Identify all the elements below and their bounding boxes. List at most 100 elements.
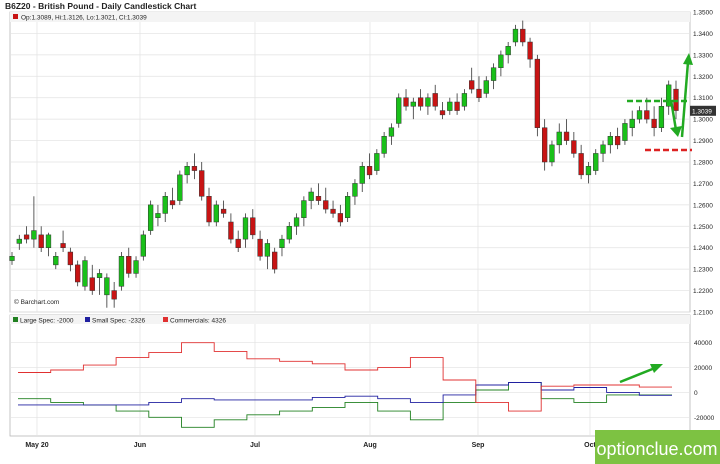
candle-body (337, 213, 344, 223)
candle (607, 132, 613, 154)
candle-body (286, 226, 292, 240)
cot-axis-labels: 40000 20000 0 -20000 (694, 340, 715, 422)
candle-body (38, 234, 44, 248)
candle (505, 42, 511, 64)
candle-body (622, 123, 628, 141)
price-tick-label: 1.3500 (693, 10, 713, 17)
candle-body (45, 234, 52, 248)
candle (228, 213, 234, 244)
candle (264, 239, 271, 270)
barchart-watermark: © Barchart.com (14, 298, 59, 306)
last-price-label: 1.3039 (692, 108, 712, 115)
candle (454, 93, 460, 115)
price-tick-label: 1.2200 (693, 288, 713, 295)
candle (16, 234, 22, 250)
candle-body (177, 174, 183, 201)
candle (337, 204, 344, 227)
candle-body (169, 200, 176, 206)
candle (622, 119, 628, 145)
price-vertical-grid (36, 12, 591, 312)
candle (301, 196, 307, 227)
candle-body (31, 230, 37, 240)
cot-legend-entry: Commercials: 4326 (170, 318, 226, 325)
candle (155, 204, 161, 227)
candle (359, 162, 365, 192)
candle (111, 282, 117, 308)
price-tick-label: 1.3400 (693, 31, 713, 38)
candle (199, 162, 205, 201)
candle (636, 106, 643, 124)
candle (352, 179, 358, 205)
candle-body (67, 251, 74, 266)
candle-body (16, 238, 22, 244)
ohlc-legend-strip (10, 12, 690, 22)
candle (571, 132, 577, 158)
candle-body (483, 80, 489, 94)
candle (600, 140, 606, 162)
brand-text: optionclue.com (596, 439, 717, 459)
candle-body (213, 204, 219, 223)
candle-body (250, 217, 256, 236)
candle-body (75, 264, 81, 283)
candle-body (593, 153, 599, 171)
candle (242, 213, 249, 248)
cot-tick-label: -20000 (694, 415, 715, 422)
candle-body (184, 166, 190, 176)
candle-body (96, 273, 103, 278)
title-bar (0, 0, 720, 12)
candle (542, 119, 548, 171)
candle-body (104, 277, 110, 296)
candle (585, 162, 592, 184)
cot-series-line (18, 382, 672, 406)
price-tick-label: 1.2800 (693, 160, 713, 167)
cot-arrow-line (619, 366, 656, 384)
candle-body (417, 97, 424, 107)
price-tick-label: 1.3000 (693, 117, 713, 124)
candle-body (199, 170, 205, 197)
price-tick-label: 1.2500 (693, 224, 713, 231)
candle (67, 247, 74, 272)
candle (191, 153, 198, 180)
price-axis-labels: 1.3500 1.3400 1.3300 1.3200 1.3100 1.3000 1.29… (693, 10, 713, 317)
candle (45, 232, 52, 257)
candle (133, 256, 139, 278)
candle (549, 140, 555, 167)
price-tick-label: 1.3300 (693, 52, 713, 59)
candle-body (9, 256, 15, 261)
candle-body (272, 251, 278, 270)
date-tick-label: Oct (584, 442, 596, 449)
candle (162, 192, 168, 222)
candle-body (476, 88, 482, 98)
candle-body (425, 97, 431, 107)
candle-body (257, 238, 263, 257)
candle-body (666, 84, 672, 107)
cot-tick-label: 40000 (694, 340, 712, 347)
candle-body (366, 166, 373, 176)
candle (308, 187, 314, 210)
candle-body (279, 238, 285, 248)
date-tick-label: Jun (134, 442, 146, 449)
candle (235, 230, 241, 252)
candle (527, 37, 533, 68)
date-tick-label: May 20 (25, 442, 48, 449)
candle (330, 200, 336, 218)
cot-legend-entry: Small Spec: -2326 (92, 318, 145, 325)
cot-panel: 40000 20000 0 -20000 Large Spec: -2000 Small… (9, 314, 715, 437)
down-arrow-head (670, 126, 682, 137)
candle-body (352, 183, 358, 197)
candle (9, 252, 15, 265)
down-arrow-line (669, 99, 678, 131)
price-tick-label: 1.2700 (693, 181, 713, 188)
ohlc-legend-swatch (13, 14, 18, 19)
cot-legend-swatch (163, 317, 168, 322)
candle-body (498, 54, 504, 68)
date-tick-label: Aug (363, 442, 377, 449)
candle (396, 93, 402, 128)
candle (60, 230, 66, 252)
candle-body (542, 127, 548, 163)
candle (658, 97, 665, 132)
candle-body (520, 28, 526, 43)
candle (279, 234, 285, 257)
candle (82, 256, 88, 291)
candle-body (235, 238, 241, 248)
